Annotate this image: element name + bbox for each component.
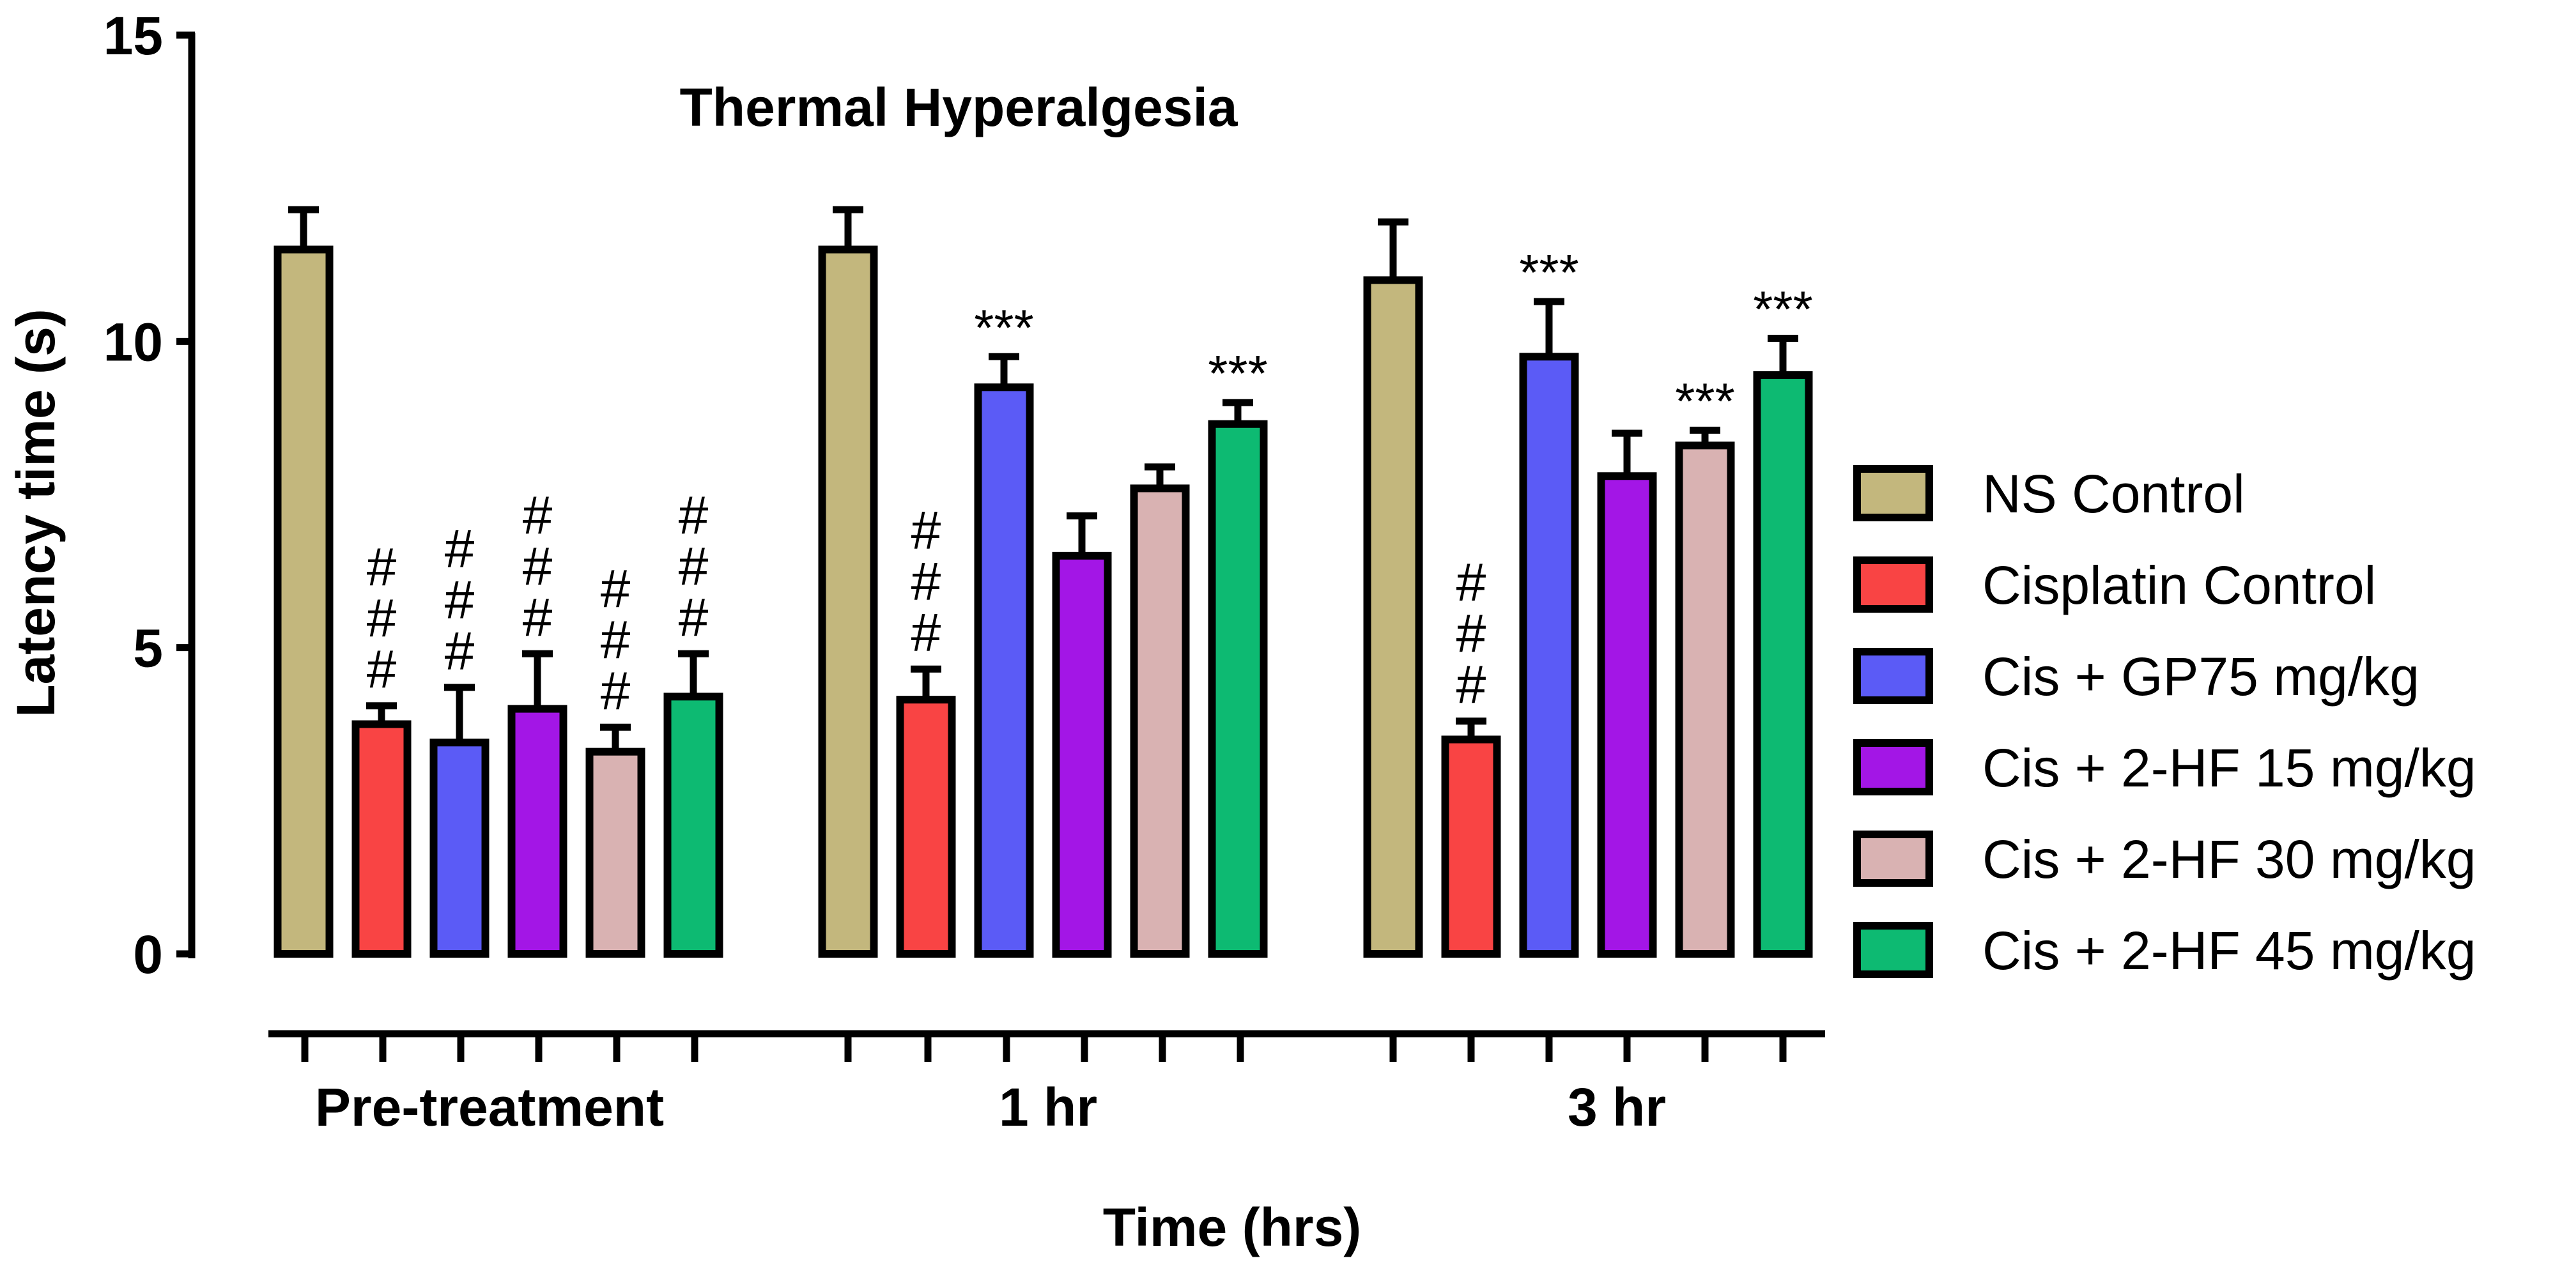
bar [1675,441,1735,958]
significance-mark: *** [974,299,1033,356]
legend-swatch [1853,739,1933,795]
significance-annotations: ############ ######******###********* [367,244,1813,721]
bar [663,693,723,958]
bars [274,206,1813,958]
y-tick-label: 5 [133,618,163,678]
legend-label: Cis + 2-HF 30 mg/kg [1982,829,2476,889]
hash-mark: # [523,485,553,545]
hash-mark: # [601,558,631,618]
bar [1597,472,1657,958]
chart-title: Thermal Hyperalgesia [679,77,1238,137]
bar [818,245,878,958]
bar [1753,371,1813,958]
x-axis: Pre-treatment 1 hr 3 hr [268,1030,1825,1137]
y-axis: 0 5 10 15 [104,6,196,985]
y-axis-label: Latency time (s) [6,309,66,717]
hash-mark: # [367,640,397,700]
legend-label: Cis + GP75 mg/kg [1982,647,2419,707]
x-tick-label: 1 hr [999,1077,1097,1137]
x-tick-labels: Pre-treatment 1 hr 3 hr [315,1077,1666,1137]
hash-mark: # [367,588,397,648]
bar [274,245,334,958]
hash-mark: # [445,519,475,579]
x-ticks [301,1034,1787,1062]
hash-mark: # [367,537,397,597]
y-tick-label: 0 [133,924,163,985]
legend-swatch [1853,648,1933,704]
hash-mark: # [523,536,553,596]
y-tick-label: 15 [104,6,163,66]
x-axis-label: Time (hrs) [1103,1197,1362,1257]
legend: NS Control Cisplatin Control Cis + GP75 mg… [1853,464,2476,981]
hash-mark: # [1456,553,1486,613]
x-tick-label: 3 hr [1568,1077,1666,1137]
bar [351,720,412,958]
bar [1130,484,1190,958]
hash-mark: # [1456,655,1486,715]
legend-swatch [1853,465,1933,521]
significance-mark: *** [1208,345,1267,402]
significance-mark: *** [1519,244,1578,301]
hash-mark: # [679,485,709,545]
legend-swatch [1853,556,1933,613]
bar [896,696,956,958]
x-tick-label: Pre-treatment [315,1077,664,1137]
bar [1363,276,1423,958]
significance-mark: *** [1753,281,1812,338]
legend-label: Cis + 2-HF 15 mg/kg [1982,738,2476,798]
legend-label: Cis + 2-HF 45 mg/kg [1982,921,2476,981]
hash-mark: # [911,551,941,611]
hash-mark: # [1456,604,1486,664]
bar [585,747,645,958]
legend-label: NS Control [1982,464,2245,524]
y-ticks: 0 5 10 15 [104,6,195,985]
bar [1208,420,1268,958]
hash-mark: # [911,500,941,560]
hash-mark: # [679,536,709,596]
bar [429,739,490,958]
bar [507,705,567,958]
hash-mark: # [679,587,709,647]
hash-mark: # [445,621,475,681]
y-tick-label: 10 [104,312,163,372]
hash-mark: # [911,602,941,663]
significance-mark: *** [1675,372,1734,429]
legend-swatch [1853,922,1933,978]
bar [1519,353,1579,958]
hash-mark: # [523,587,553,647]
bar [974,383,1034,958]
legend-label: Cisplatin Control [1982,555,2376,615]
hash-mark: # [601,609,631,670]
bar [1441,735,1501,958]
hash-mark: # [601,661,631,721]
legend-swatch [1853,831,1933,887]
bar [1052,551,1112,958]
hash-mark: # [445,570,475,630]
